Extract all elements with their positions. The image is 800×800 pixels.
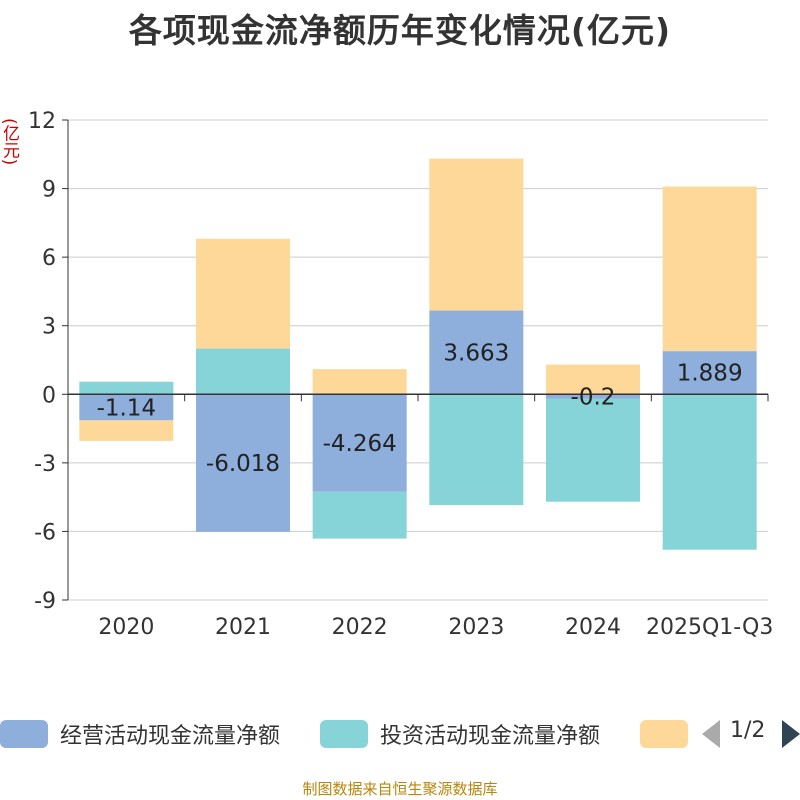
chart-title: 各项现金流净额历年变化情况(亿元)	[128, 11, 672, 50]
bar-series-1-2025Q1-Q3[interactable]	[662, 394, 757, 550]
bar-series-0-2022[interactable]	[312, 394, 407, 492]
data-label: -1.14	[97, 395, 157, 421]
legend-swatch-operating	[0, 720, 48, 748]
x-tick-label: 2022	[332, 615, 388, 640]
y-tick-label: 0	[42, 383, 56, 408]
y-tick-label: 6	[42, 246, 56, 271]
legend-page-indicator: 1/2	[730, 718, 766, 743]
x-tick-label: 2020	[98, 615, 154, 640]
y-tick-label: -6	[34, 520, 56, 545]
x-tick-label: 2025Q1-Q3	[646, 615, 773, 640]
bar-series-0-2024[interactable]	[546, 394, 640, 399]
x-tick-label: 2021	[215, 615, 271, 640]
legend-label-investing: 投资活动现金流量净额	[380, 724, 601, 749]
y-tick-label: 12	[28, 109, 56, 134]
labels-layer: -1.14 -6.018 -4.264 3.663 -0.2 1.889	[97, 340, 743, 477]
bar-series-1-2021[interactable]	[196, 348, 290, 395]
data-label: -0.2	[571, 385, 616, 411]
legend-prev-page-icon[interactable]	[702, 720, 720, 748]
y-tick-label: -9	[34, 589, 56, 614]
source-note: 制图数据来自恒生聚源数据库	[302, 780, 498, 798]
bar-series-1-2024[interactable]	[546, 398, 640, 502]
bar-series-1-2020[interactable]	[79, 381, 174, 395]
legend-swatch-investing	[320, 720, 368, 748]
data-label: -4.264	[323, 431, 397, 457]
bar-series-2-2024[interactable]	[546, 364, 640, 395]
bar-series-2-2020[interactable]	[79, 420, 174, 441]
x-tick-label: 2024	[565, 615, 621, 640]
data-label: 3.663	[443, 340, 509, 366]
legend-label-operating: 经营活动现金流量净额	[60, 724, 281, 749]
x-tick-label: 2023	[448, 615, 504, 640]
bars-layer	[79, 158, 757, 550]
bar-series-2-2021[interactable]	[196, 238, 290, 349]
legend-swatch-financing	[640, 720, 688, 748]
data-label: -6.018	[206, 451, 280, 477]
y-tick-label: 9	[42, 178, 56, 203]
axis-layer: -9 -6 -3 0 3 6 9 12 2020 2021 2022 2023 2024 2025Q1-Q…	[28, 109, 773, 640]
bar-chart: -9 -6 -3 0 3 6 9 12 2020 2021 2022 2023 2024 2025Q1-Q…	[28, 109, 773, 640]
legend: 经营活动现金流量净额 投资活动现金流量净额	[0, 714, 800, 754]
bar-series-1-2023[interactable]	[429, 394, 524, 506]
grid-layer	[68, 119, 768, 601]
data-label: 1.889	[677, 361, 743, 387]
legend-item-investing[interactable]: 投资活动现金流量净额	[320, 714, 600, 754]
y-tick-label: 3	[42, 315, 56, 340]
bar-series-2-2023[interactable]	[429, 158, 524, 311]
bar-series-1-2022[interactable]	[312, 491, 407, 539]
y-axis-unit-label: (亿元)	[0, 118, 19, 166]
bar-series-0-2025Q1-Q3[interactable]	[662, 351, 757, 395]
legend-next-page-icon[interactable]	[782, 720, 800, 748]
bar-series-0-2020[interactable]	[79, 394, 174, 421]
bar-series-0-2023[interactable]	[429, 310, 524, 395]
bar-series-2-2022[interactable]	[312, 369, 407, 395]
bar-series-2-2025Q1-Q3[interactable]	[662, 186, 757, 352]
bar-series-0-2021[interactable]	[196, 394, 290, 532]
legend-item-financing[interactable]	[640, 714, 700, 754]
legend-item-operating[interactable]: 经营活动现金流量净额	[0, 714, 280, 754]
y-tick-label: -3	[34, 452, 56, 477]
